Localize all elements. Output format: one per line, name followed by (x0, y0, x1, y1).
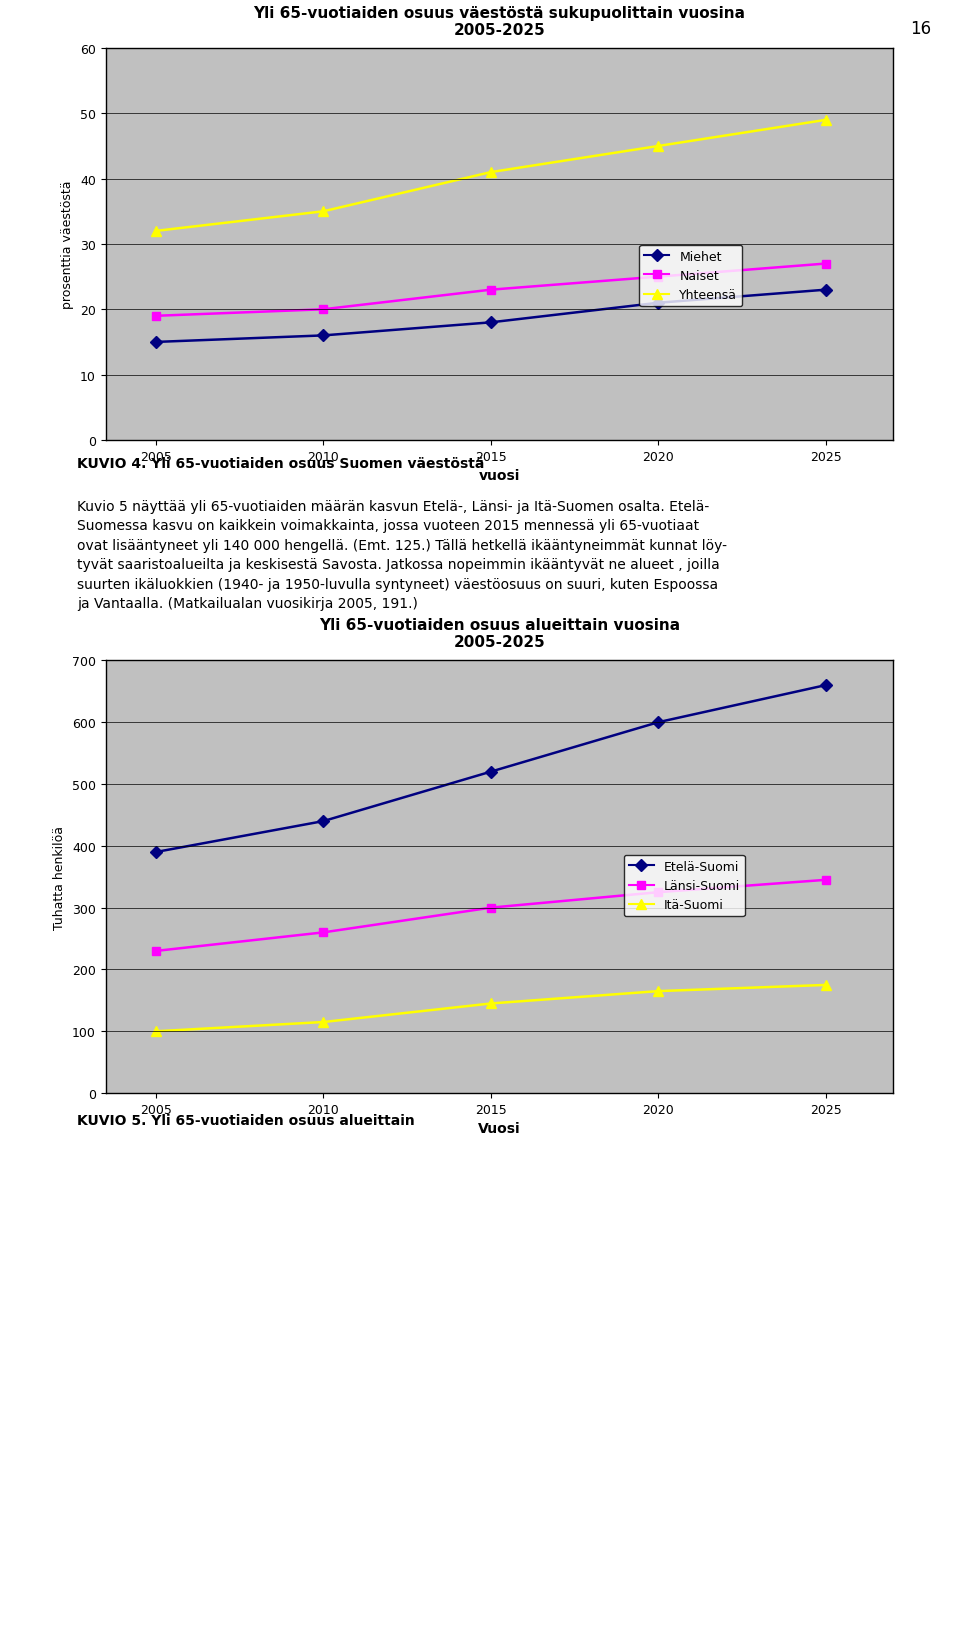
X-axis label: vuosi: vuosi (478, 468, 520, 483)
Text: KUVIO 4. Yli 65-vuotiaiden osuus Suomen väestöstä: KUVIO 4. Yli 65-vuotiaiden osuus Suomen … (77, 457, 484, 472)
Legend: Etelä-Suomi, Länsi-Suomi, Itä-Suomi: Etelä-Suomi, Länsi-Suomi, Itä-Suomi (624, 855, 745, 917)
Text: Kuvio 5 näyttää yli 65-vuotiaiden määrän kasvun Etelä-, Länsi- ja Itä-Suomen osa: Kuvio 5 näyttää yli 65-vuotiaiden määrän… (77, 499, 727, 610)
X-axis label: Vuosi: Vuosi (478, 1121, 520, 1136)
Title: Yli 65-vuotiaiden osuus väestöstä sukupuolittain vuosina
2005-2025: Yli 65-vuotiaiden osuus väestöstä sukupu… (253, 5, 745, 38)
Y-axis label: Tuhatta henkilöä: Tuhatta henkilöä (54, 826, 66, 929)
Title: Yli 65-vuotiaiden osuus alueittain vuosina
2005-2025: Yli 65-vuotiaiden osuus alueittain vuosi… (319, 617, 680, 650)
Text: KUVIO 5. Yli 65-vuotiaiden osuus alueittain: KUVIO 5. Yli 65-vuotiaiden osuus alueitt… (77, 1113, 415, 1128)
Text: 16: 16 (910, 20, 931, 38)
Legend: Miehet, Naiset, Yhteensä: Miehet, Naiset, Yhteensä (639, 245, 742, 307)
Y-axis label: prosenttia väestöstä: prosenttia väestöstä (61, 181, 74, 308)
